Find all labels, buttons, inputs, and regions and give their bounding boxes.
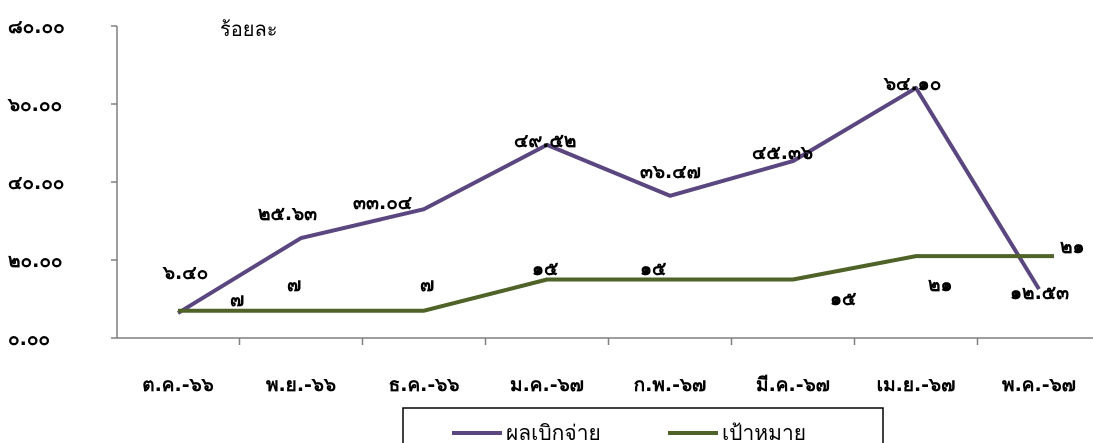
y-tick-label: ๒๐.๐๐	[8, 250, 63, 272]
data-label-disbursement: ๑๒.๕๓	[1010, 282, 1069, 304]
data-label-disbursement: ๒๕.๖๓	[258, 203, 317, 225]
data-label-disbursement: ๓๓.๐๔	[353, 192, 412, 214]
legend-label: ผลเบิกจ่าย	[506, 421, 601, 443]
data-label-target: ๑๕	[640, 258, 666, 280]
x-tick-label: ธ.ค.-๖๖	[389, 374, 460, 396]
series-line-disbursement	[176, 86, 1041, 315]
y-tick-label: ๐.๐๐	[8, 328, 50, 350]
y-tick-labels: ๐.๐๐ ๒๐.๐๐ ๔๐.๐๐ ๖๐.๐๐ ๘๐.๐๐	[7, 16, 65, 350]
x-tick-label: ต.ค.-๖๖	[142, 374, 214, 396]
data-label-target: ๑๕	[830, 288, 856, 310]
data-label-target: ๒๑	[1060, 236, 1085, 258]
data-label-target: ๗	[420, 274, 434, 296]
data-label-disbursement: ๖.๔๐	[162, 262, 208, 284]
y-tick-label: ๘๐.๐๐	[8, 16, 65, 38]
data-label-disbursement: ๓๖.๔๗	[640, 161, 701, 183]
y-tick-label: ๔๐.๐๐	[8, 172, 64, 194]
x-tick-label: ม.ค.-๖๗	[510, 374, 584, 396]
x-tick-labels: ต.ค.-๖๖ พ.ย.-๖๖ ธ.ค.-๖๖ ม.ค.-๖๗ ก.พ.-๖๗ มี.ค.…	[142, 374, 1076, 396]
data-label-disbursement: ๔๕.๓๖	[752, 142, 813, 164]
legend-box	[402, 407, 884, 443]
x-tick-label: ก.พ.-๖๗	[634, 374, 707, 396]
y-axis-unit-label: ร้อยละ	[220, 17, 277, 41]
x-tick-label: เม.ย.-๖๗	[877, 374, 956, 396]
x-tick-label: มี.ค.-๖๗	[756, 374, 830, 396]
axes	[111, 25, 1093, 345]
series-lines	[176, 86, 1054, 315]
data-label-target: ๒๑	[928, 274, 953, 296]
y-tick-label: ๖๐.๐๐	[7, 94, 62, 116]
data-label-target: ๗	[230, 289, 244, 311]
data-label-disbursement: ๔๙.๕๒	[514, 130, 576, 152]
data-label-disbursement: ๖๔.๑๐	[883, 73, 941, 95]
series-line-target	[178, 254, 1054, 313]
data-label-target: ๗	[287, 274, 301, 296]
x-tick-label: พ.ย.-๖๖	[266, 374, 336, 396]
data-label-target: ๑๕	[532, 258, 558, 280]
legend-label: เป้าหมาย	[722, 421, 806, 443]
legend: ผลเบิกจ่าย เป้าหมาย	[402, 407, 884, 443]
x-tick-label: พ.ค.-๖๗	[1002, 374, 1076, 396]
